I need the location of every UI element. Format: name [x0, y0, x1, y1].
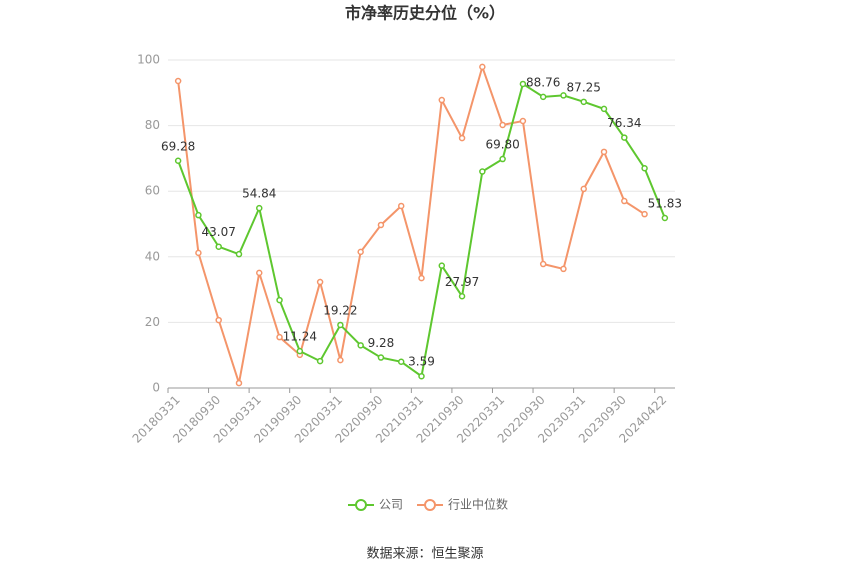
- point: [195, 249, 202, 257]
- data-label: 11.24: [283, 330, 317, 344]
- point: [621, 134, 628, 141]
- point: [377, 354, 385, 361]
- point: [580, 98, 587, 106]
- point: [397, 358, 405, 366]
- data-label: 43.07: [202, 225, 236, 239]
- point: [560, 265, 567, 273]
- point: [195, 211, 202, 219]
- line: [177, 82, 666, 378]
- y-tick-label: 60: [145, 184, 160, 198]
- data-label: 51.83: [648, 196, 682, 210]
- point: [418, 372, 425, 380]
- point: [296, 347, 304, 355]
- data-label: 69.80: [485, 138, 519, 152]
- y-tick-label: 40: [145, 249, 160, 263]
- y-tick-label: 80: [145, 118, 160, 132]
- chart-title: 市净率历史分位（%）: [345, 4, 505, 23]
- data-label: 3.59: [408, 355, 435, 369]
- source: 数据来源：恒生聚源: [366, 547, 483, 562]
- line: [177, 63, 646, 384]
- point: [357, 248, 364, 256]
- point: [256, 204, 263, 212]
- data-label: 27.97: [445, 275, 479, 289]
- legend-label: 公司: [379, 498, 403, 512]
- point: [174, 77, 182, 85]
- point: [499, 155, 506, 163]
- point: [438, 96, 446, 104]
- data-label: 9.28: [368, 336, 395, 350]
- point: [519, 80, 527, 88]
- point: [641, 164, 648, 172]
- point: [235, 379, 243, 387]
- point: [458, 134, 466, 142]
- point: [479, 63, 486, 71]
- legend-marker: [424, 499, 437, 511]
- point: [174, 157, 182, 165]
- point: [215, 316, 222, 324]
- point: [256, 269, 263, 277]
- point: [600, 148, 608, 156]
- point: [479, 168, 486, 175]
- point: [560, 92, 567, 99]
- y-tick-label: 100: [137, 53, 160, 67]
- point: [539, 260, 547, 268]
- data-label: 88.76: [526, 75, 560, 89]
- data-label: 69.28: [161, 139, 195, 153]
- point: [641, 210, 648, 218]
- point: [499, 121, 506, 129]
- point: [397, 202, 405, 210]
- point: [377, 221, 385, 229]
- data-label: 87.25: [567, 80, 601, 94]
- point: [661, 214, 669, 222]
- point: [357, 342, 364, 349]
- point: [458, 293, 466, 300]
- point: [580, 185, 587, 193]
- point: [539, 93, 547, 101]
- legend-marker: [355, 499, 367, 511]
- point: [519, 117, 527, 125]
- point: [418, 274, 425, 282]
- point: [316, 278, 324, 286]
- point: [316, 357, 324, 365]
- point: [438, 262, 446, 269]
- legend-label: 行业中位数: [448, 497, 508, 512]
- point: [235, 250, 243, 258]
- data-label: 76.34: [607, 116, 641, 130]
- point: [337, 321, 344, 329]
- point: [276, 333, 283, 341]
- point: [337, 356, 344, 364]
- point: [276, 296, 283, 304]
- point: [621, 197, 628, 205]
- point: [215, 243, 222, 250]
- data-label: 19.22: [323, 303, 357, 317]
- data-label: 54.84: [242, 187, 276, 201]
- y-tick-label: 20: [145, 315, 160, 329]
- y-tick-label: 0: [152, 381, 160, 395]
- point: [600, 105, 608, 113]
